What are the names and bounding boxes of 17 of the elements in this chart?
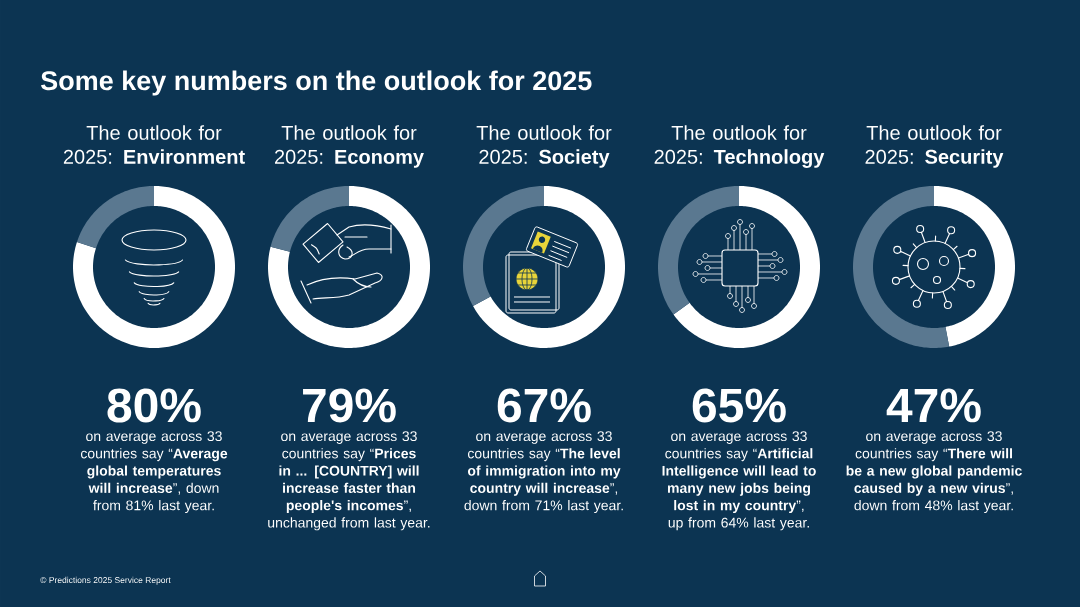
- text: © Predictions 2025 Service Report: [40, 576, 171, 585]
- chart-title: The outlook for 2025: Technology: [654, 125, 825, 168]
- data-label: 79%: [303, 388, 396, 423]
- text: on average across 33 countries say “There will be a new global pandemic caused by a new virus”, down from 48% last year.: [846, 431, 1022, 514]
- text: on average across 33 countries say “The level of immigration into my country will increase”, down from 71% last year.: [464, 431, 623, 514]
- data-label: 80%: [107, 388, 201, 423]
- text: Some key numbers on the outlook for 2025: [40, 70, 592, 96]
- data-label: 47%: [886, 388, 981, 423]
- text: on average across 33 countries say “Average global temperatures will increase”, down from 81% last year.: [80, 431, 228, 514]
- data-label: 65%: [692, 388, 786, 423]
- chart-title: The outlook for 2025: Security: [865, 125, 1004, 168]
- chart-title: The outlook for 2025: Society: [476, 125, 612, 168]
- text: on average across 33 countries say “Prices in ... [COUNTRY] will increase faster than people's incomes”, unchanged from last year.: [268, 431, 430, 531]
- data-label: 67%: [497, 388, 591, 423]
- text: on average across 33 countries say “Artificial Intelligence will lead to many new jobs being lost in my country”, up from 64% last year.: [662, 431, 816, 531]
- chart-title: The outlook for 2025: Economy: [274, 125, 424, 168]
- chart-title: The outlook for 2025: Environment: [63, 125, 245, 164]
